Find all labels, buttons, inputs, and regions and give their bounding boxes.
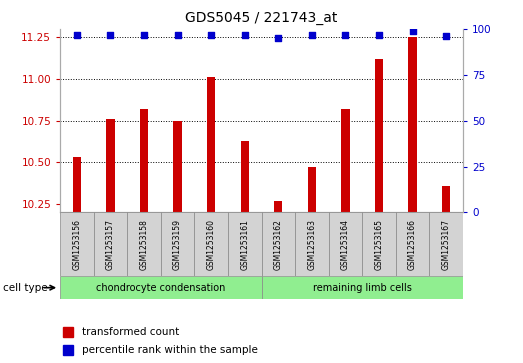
Bar: [60, 276, 262, 299]
Bar: [375, 59, 383, 212]
Point: [375, 32, 383, 37]
Point: [341, 32, 349, 37]
Bar: [295, 212, 328, 276]
Point: [408, 28, 417, 34]
Text: GSM1253165: GSM1253165: [374, 219, 383, 270]
Text: GSM1253163: GSM1253163: [308, 219, 316, 270]
Text: GSM1253156: GSM1253156: [72, 219, 82, 270]
Title: GDS5045 / 221743_at: GDS5045 / 221743_at: [185, 11, 338, 25]
Text: GSM1253159: GSM1253159: [173, 219, 182, 270]
Bar: [362, 212, 396, 276]
Bar: [328, 212, 362, 276]
Point: [308, 32, 316, 37]
Point: [241, 32, 249, 37]
Bar: [161, 212, 195, 276]
Text: transformed count: transformed count: [82, 327, 179, 337]
Point: [73, 32, 81, 37]
Text: GSM1253164: GSM1253164: [341, 219, 350, 270]
Bar: [63, 345, 73, 355]
Bar: [60, 212, 94, 276]
Text: percentile rank within the sample: percentile rank within the sample: [82, 345, 257, 355]
Point: [274, 35, 282, 41]
Bar: [195, 212, 228, 276]
Bar: [429, 212, 463, 276]
Bar: [127, 212, 161, 276]
Bar: [94, 212, 127, 276]
Bar: [63, 327, 73, 337]
Point: [106, 32, 115, 37]
Bar: [341, 109, 349, 212]
Point: [207, 32, 215, 37]
Bar: [241, 141, 249, 212]
Bar: [442, 186, 450, 212]
Bar: [106, 119, 115, 212]
Point: [140, 32, 148, 37]
Text: GSM1253161: GSM1253161: [240, 219, 249, 270]
Bar: [207, 77, 215, 212]
Text: cell type: cell type: [3, 283, 47, 293]
Bar: [274, 201, 282, 212]
Point: [174, 32, 182, 37]
Text: GSM1253157: GSM1253157: [106, 219, 115, 270]
Text: GSM1253160: GSM1253160: [207, 219, 215, 270]
Bar: [308, 167, 316, 212]
Bar: [140, 109, 148, 212]
Bar: [73, 158, 81, 212]
Bar: [262, 276, 463, 299]
Bar: [396, 212, 429, 276]
Bar: [174, 121, 182, 212]
Text: GSM1253162: GSM1253162: [274, 219, 283, 270]
Bar: [262, 212, 295, 276]
Text: remaining limb cells: remaining limb cells: [313, 283, 412, 293]
Bar: [228, 212, 262, 276]
Text: GSM1253158: GSM1253158: [140, 219, 149, 270]
Text: GSM1253167: GSM1253167: [441, 219, 451, 270]
Text: chondrocyte condensation: chondrocyte condensation: [96, 283, 225, 293]
Point: [442, 33, 450, 39]
Text: GSM1253166: GSM1253166: [408, 219, 417, 270]
Bar: [408, 37, 417, 212]
